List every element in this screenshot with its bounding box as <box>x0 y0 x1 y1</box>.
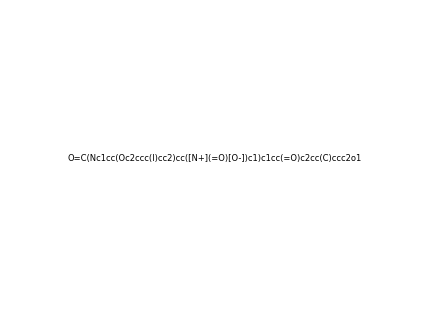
Text: O=C(Nc1cc(Oc2ccc(I)cc2)cc([N+](=O)[O-])c1)c1cc(=O)c2cc(C)ccc2o1: O=C(Nc1cc(Oc2ccc(I)cc2)cc([N+](=O)[O-])c… <box>67 155 362 163</box>
